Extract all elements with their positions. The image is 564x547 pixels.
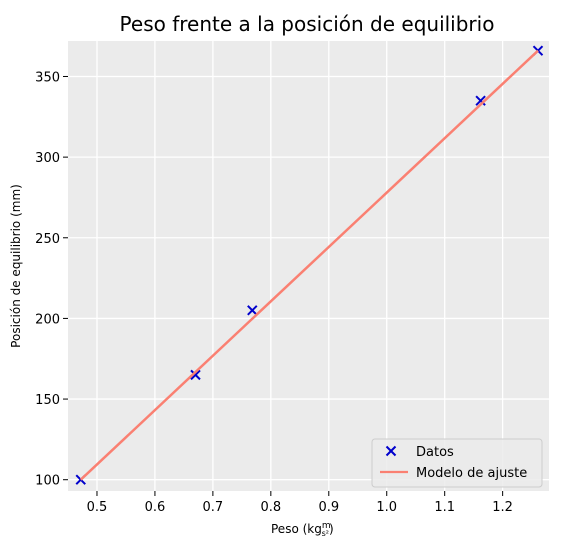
legend-label-datos: Datos [416,445,454,460]
x-tick-label: 1.1 [434,500,455,515]
y-tick-label: 150 [35,393,60,408]
grid [68,41,549,491]
tick-layer: 0.5 0.6 0.7 0.8 0.9 1.0 1.1 1.2 100 150 200 250 300 3… [35,70,513,515]
x-axis-label: Peso (kgm s²) [271,521,334,538]
series-layer [75,45,544,485]
chart-title: Peso frente a la posición de equilibrio [120,12,495,36]
data-point [247,305,258,316]
fit-line [79,49,539,481]
y-tick-label: 250 [35,232,60,247]
y-axis-label: Posición de equilibrio (mm) [9,184,23,348]
x-tick-label: 0.5 [87,500,108,515]
data-point [190,369,201,381]
legend-box [371,438,543,488]
x-axis-label-close: ) [329,522,334,536]
y-tick-label: 100 [35,474,60,489]
x-axis-label-unit-num: m [322,521,331,531]
x-tick-label: 1.0 [376,500,397,515]
y-tick-label: 200 [35,312,60,327]
data-point [475,95,486,106]
x-tick-label: 1.2 [492,500,513,515]
x-tick-label: 0.7 [203,500,224,515]
legend-x-marker [385,445,397,457]
x-tick-label: 0.9 [318,500,339,515]
x-axis-label-unit-den: s² [322,529,329,538]
x-tick-label: 0.8 [260,500,281,515]
y-tick-label: 350 [35,70,60,85]
legend-label-modelo: Modelo de ajuste [416,466,527,481]
x-tick-label: 0.6 [145,500,166,515]
x-axis-label-main: Peso (kg [271,522,322,536]
y-tick-label: 300 [35,151,60,166]
legend-marker-datos [385,445,397,457]
legend: Datos Modelo de ajuste [371,438,543,488]
